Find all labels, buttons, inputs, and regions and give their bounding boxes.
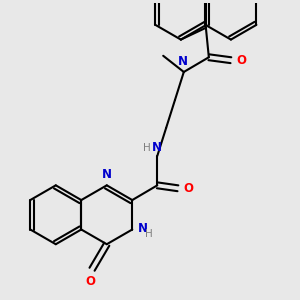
Text: N: N [138,221,148,235]
Text: H: H [145,229,152,239]
Text: H: H [143,143,151,153]
Text: O: O [237,54,247,67]
Text: O: O [184,182,194,195]
Text: O: O [85,275,96,288]
Text: N: N [102,168,112,181]
Text: N: N [178,56,188,68]
Text: N: N [152,141,162,154]
